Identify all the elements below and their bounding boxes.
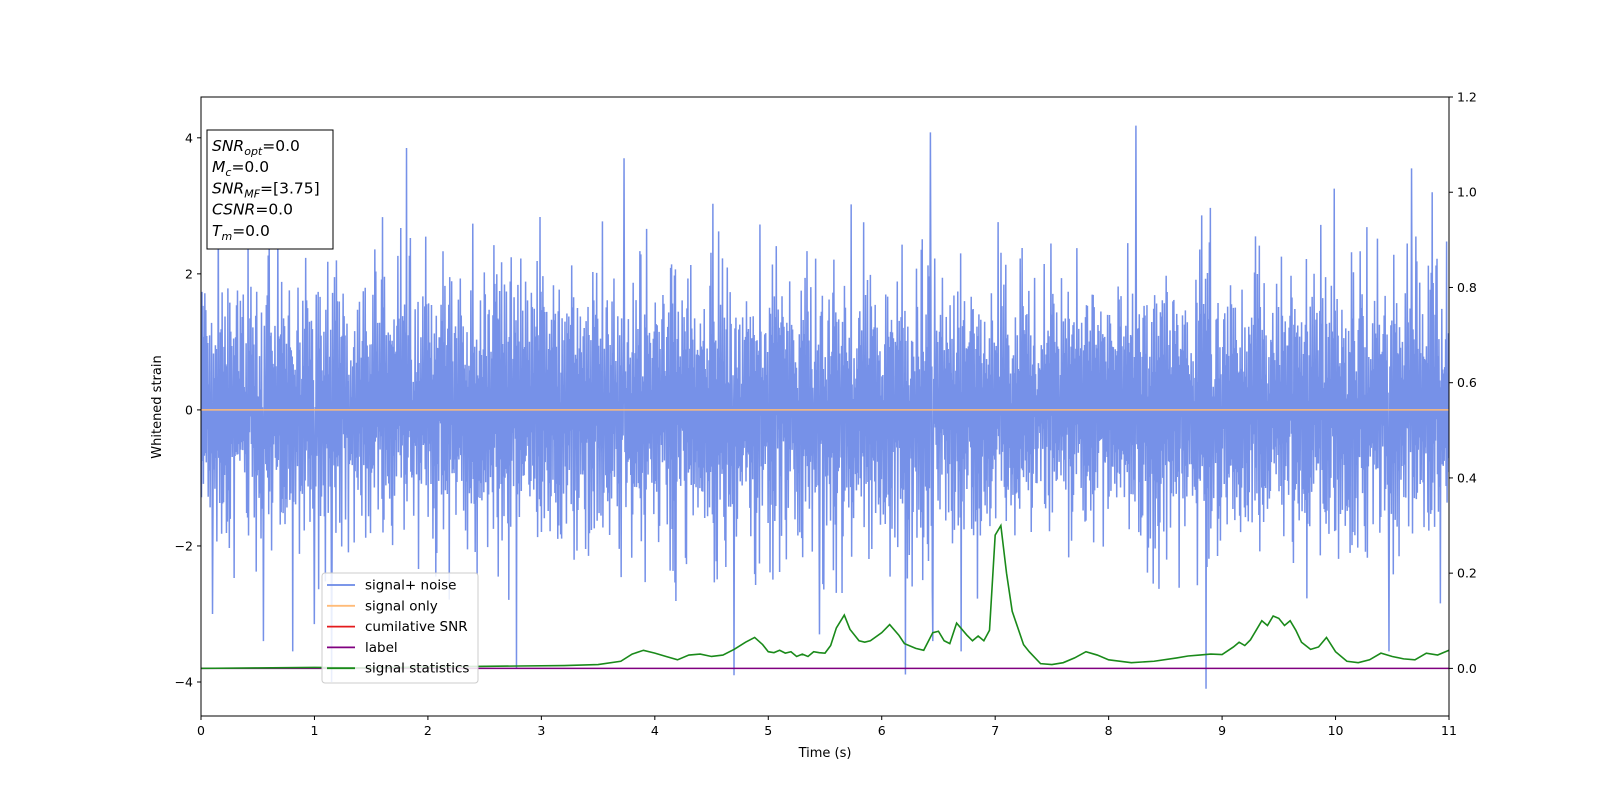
y2-tick-label: 1.0	[1457, 185, 1477, 200]
y2-tick-label: 0.8	[1457, 280, 1477, 295]
y2-tick-label: 0.6	[1457, 375, 1477, 390]
x-tick-label: 0	[197, 723, 205, 738]
info-line: CSNR=0.0	[212, 201, 293, 219]
info-value: =0.0	[232, 222, 270, 240]
x-tick-label: 6	[878, 723, 886, 738]
info-value: =[3.75]	[260, 179, 320, 197]
legend-label: signal statistics	[365, 661, 469, 677]
legend-label: signal+ noise	[365, 578, 456, 594]
y2-tick-label: 0.4	[1457, 470, 1477, 485]
x-tick-label: 5	[764, 723, 772, 738]
series-signal-noise-line	[201, 125, 1449, 689]
x-tick-label: 8	[1105, 723, 1113, 738]
info-subscript: m	[221, 230, 232, 243]
info-line: SNRMF=[3.75]	[212, 179, 320, 200]
info-box-frame	[206, 129, 334, 250]
info-line: Tm=0.0	[212, 222, 270, 243]
x-tick-label: 2	[424, 723, 432, 738]
info-value: =0.0	[262, 137, 300, 155]
x-tick-label: 10	[1328, 723, 1344, 738]
info-subscript: opt	[244, 145, 263, 158]
x-tick-label: 3	[537, 723, 545, 738]
x-axis-label: Time (s)	[798, 746, 852, 761]
info-line: Mc=0.0	[212, 158, 269, 179]
y-axis-label: Whitened strain	[150, 355, 165, 458]
info-symbol: M	[212, 158, 225, 176]
y-tick-label: 4	[185, 130, 193, 145]
y-tick-label: −4	[175, 674, 193, 689]
info-box: SNRopt=0.0Mc=0.0SNRMF=[3.75]CSNR=0.0Tm=0…	[206, 129, 334, 250]
y2-tick-label: 1.2	[1457, 90, 1477, 105]
legend-label: signal only	[365, 598, 438, 614]
y-tick-label: −2	[175, 538, 193, 553]
info-subscript: MF	[244, 187, 260, 200]
info-value: =0.0	[231, 158, 269, 176]
info-symbol: SNR	[212, 137, 244, 155]
x-tick-label: 1	[310, 723, 318, 738]
legend-label: label	[365, 640, 398, 656]
info-symbol: T	[212, 222, 223, 240]
info-symbol: SNR	[212, 179, 244, 197]
axes-frame	[200, 96, 1450, 717]
info-value: =0.0	[255, 201, 293, 219]
y-tick-label: 0	[185, 402, 193, 417]
x-tick-label: 9	[1218, 723, 1226, 738]
series-signal-statistics-line	[201, 523, 1449, 670]
x-tick-label: 4	[651, 723, 659, 738]
legend-frame	[321, 572, 479, 684]
info-symbol: CSNR	[212, 201, 255, 219]
y-tick-label: 2	[185, 266, 193, 281]
y2-tick-label: 0.2	[1457, 566, 1477, 581]
x-tick-label: 11	[1441, 723, 1457, 738]
y2-tick-label: 0.0	[1457, 661, 1477, 676]
legend-label: cumilative SNR	[365, 619, 468, 635]
info-line: SNRopt=0.0	[212, 137, 300, 158]
info-subscript: c	[225, 166, 231, 179]
axis-ticks: 0 1 2 3 4 5 6 7 8 9 10 11 −4 −2 0 2 4 0.0 0.2 0.4 0.6 0.8 1.0 1…	[175, 90, 1477, 739]
x-tick-label: 7	[991, 723, 999, 738]
legend: signal+ noise signal only cumilative SNR la…	[321, 572, 479, 684]
